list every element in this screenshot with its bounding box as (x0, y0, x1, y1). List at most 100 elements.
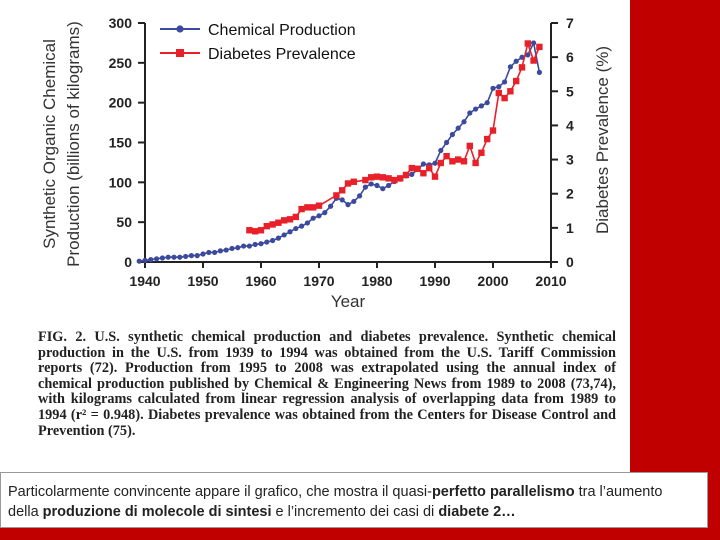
chart-legend: Chemical Production Diabetes Prevalence (160, 22, 356, 63)
chart-series (136, 40, 543, 264)
data-point (478, 149, 485, 156)
y-left-title-line1: Synthetic Organic Chemical (40, 39, 59, 249)
series-line (249, 40, 541, 233)
data-point (368, 181, 374, 187)
data-point (194, 253, 200, 259)
data-point (431, 173, 439, 180)
data-point (449, 131, 455, 138)
data-point (466, 142, 473, 150)
x-tick-label: 1960 (245, 273, 276, 289)
data-point (177, 254, 183, 260)
y-right-title: Diabetes Prevalence (%) (593, 46, 612, 234)
x-tick-label: 1980 (361, 273, 392, 289)
data-point (339, 187, 346, 194)
footer-bold-3: diabete 2… (438, 504, 516, 520)
data-point (252, 228, 259, 235)
data-point (246, 227, 253, 234)
footer-bold-1: perfetto parallelismo (431, 484, 575, 500)
data-point (357, 193, 363, 199)
data-point (345, 202, 351, 208)
y-right-tick-label: 7 (566, 15, 574, 31)
data-point (391, 176, 398, 184)
series-diabetes-prevalence (246, 40, 543, 235)
x-tick-label: 2010 (535, 273, 566, 289)
figure-panel: 0 50 100 150 200 250 300 0 1 2 3 4 5 6 7 1940 1950 1960 19… (0, 0, 630, 472)
data-point (275, 219, 282, 226)
y-right-tick-label: 0 (566, 254, 574, 270)
data-point (373, 173, 381, 180)
data-point (420, 170, 427, 177)
data-point (408, 164, 415, 172)
data-point (264, 239, 270, 245)
data-point (351, 198, 357, 205)
y-left-tick-label: 50 (116, 214, 132, 230)
data-point (246, 243, 252, 249)
data-point (460, 158, 468, 165)
data-point (507, 88, 514, 95)
data-point (501, 94, 508, 102)
footer-text-2: tra l’aumento della (8, 484, 663, 520)
y-left-tick-label: 300 (109, 15, 133, 31)
data-point (316, 213, 322, 219)
legend-marker (176, 25, 184, 33)
data-point (263, 222, 270, 230)
data-point (409, 171, 415, 177)
chart: 0 50 100 150 200 250 300 0 1 2 3 4 5 6 7 1940 1950 1960 19… (40, 15, 612, 311)
data-point (136, 258, 142, 264)
data-point (229, 245, 235, 252)
data-point (420, 161, 426, 167)
data-point (536, 69, 543, 75)
data-point (536, 43, 543, 51)
data-point (518, 64, 526, 71)
legend-label: Diabetes Prevalence (208, 46, 356, 63)
data-point (165, 254, 171, 260)
data-point (206, 249, 212, 256)
data-point (287, 229, 293, 235)
data-point (223, 247, 229, 253)
data-point (292, 213, 299, 221)
data-point (154, 256, 160, 262)
data-point (489, 127, 497, 134)
data-point (386, 182, 392, 189)
x-tick-label: 1990 (419, 273, 450, 289)
data-point (235, 245, 241, 251)
data-point (437, 159, 444, 167)
data-point (432, 160, 438, 166)
footer-bold-2: produzione di molecole di sintesi (42, 504, 272, 520)
data-point (531, 40, 537, 46)
data-point (344, 180, 352, 187)
data-point (472, 159, 479, 167)
data-point (304, 220, 310, 226)
data-point (252, 241, 258, 248)
data-point (507, 64, 513, 70)
data-point (159, 255, 165, 261)
data-point (496, 84, 502, 90)
data-point (286, 216, 294, 223)
x-tick-label: 1940 (129, 273, 160, 289)
data-point (380, 186, 386, 192)
figure-caption: FIG. 2. U.S. synthetic chemical producti… (38, 329, 616, 439)
data-point (455, 125, 461, 131)
data-point (270, 237, 276, 244)
data-point (455, 156, 462, 163)
data-point (513, 77, 520, 85)
data-point (484, 135, 491, 143)
x-axis-title: Year (331, 292, 366, 311)
data-point (322, 210, 328, 216)
data-point (414, 165, 421, 172)
data-point (350, 178, 357, 185)
data-point (368, 174, 375, 181)
series-line (139, 40, 541, 262)
y-left-tick-label: 150 (109, 135, 133, 151)
data-point (281, 217, 288, 224)
data-point (200, 251, 206, 257)
y-left-tick-label: 100 (109, 174, 133, 190)
data-point (293, 225, 299, 232)
slide-footer-text: Particolarmente convincente appare il gr… (0, 472, 708, 528)
data-point (241, 243, 247, 249)
data-point (328, 203, 334, 209)
data-point (212, 249, 218, 256)
chart-axes: 0 50 100 150 200 250 300 0 1 2 3 4 5 6 7 1940 1950 1960 19… (40, 15, 612, 311)
x-tick-label: 2000 (477, 273, 508, 289)
data-point (495, 89, 502, 97)
